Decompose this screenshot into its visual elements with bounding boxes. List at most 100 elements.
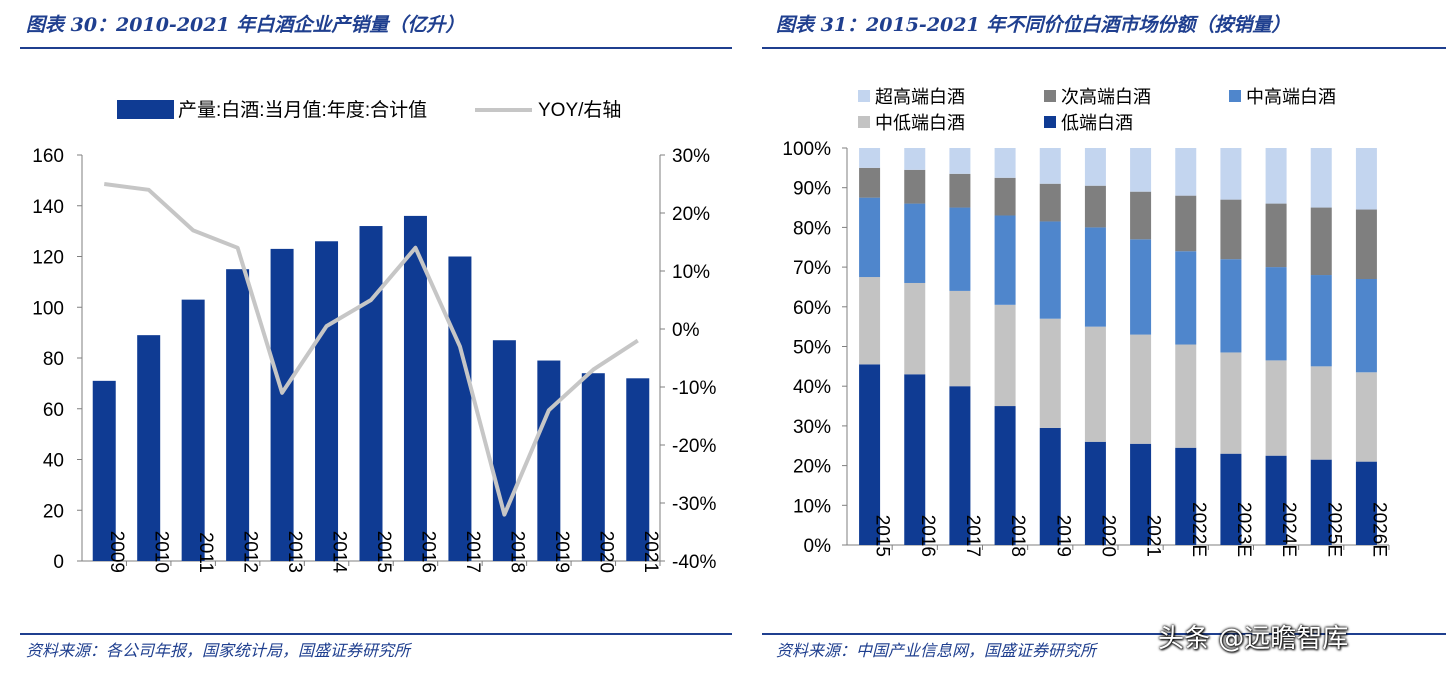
segment-2026E-2 — [1355, 279, 1377, 373]
segment-2025E-2 — [1310, 275, 1332, 367]
x-tick-label: 2019 — [551, 531, 572, 573]
segment-2018-0 — [994, 406, 1016, 545]
x-tick-label: 2022E — [1188, 502, 1209, 557]
legend-label-3: 次高端白酒 — [1061, 87, 1151, 107]
x-tick-label: 2016 — [917, 515, 938, 557]
segment-2016-4 — [904, 148, 926, 170]
bar-2021 — [626, 378, 650, 561]
left-y-tick-label: 40 — [43, 451, 64, 472]
y-tick-label: 30% — [793, 417, 831, 438]
segment-2025E-0 — [1310, 459, 1332, 545]
y-tick-label: 50% — [793, 338, 831, 359]
left-y-tick-label: 100 — [32, 298, 64, 319]
legend-label-4: 超高端白酒 — [875, 87, 965, 107]
legend-label-1: 中低端白酒 — [875, 113, 965, 133]
segment-2018-2 — [994, 215, 1016, 305]
x-tick-label: 2020 — [595, 531, 616, 573]
segment-2024E-0 — [1265, 455, 1287, 545]
right-chart-title: 图表 31：2015-2021 年不同价位白酒市场份额（按销量） — [776, 14, 1291, 36]
segment-2015-0 — [859, 364, 881, 545]
legend-swatch-4 — [858, 90, 870, 102]
right-y-tick-label: -30% — [672, 494, 716, 515]
segment-2015-3 — [859, 167, 881, 198]
bar-2012 — [226, 269, 250, 561]
segment-2020-2 — [1084, 227, 1106, 327]
segment-2023E-2 — [1220, 259, 1242, 353]
segment-2017-2 — [949, 207, 971, 291]
right-y-tick-label: 10% — [672, 262, 710, 283]
y-tick-label: 20% — [793, 457, 831, 478]
y-tick-label: 80% — [793, 218, 831, 239]
left-y-tick-label: 0 — [53, 552, 64, 573]
left-y-tick-label: 120 — [32, 248, 64, 269]
segment-2024E-4 — [1265, 148, 1287, 204]
segment-2015-1 — [859, 277, 881, 365]
segment-2020-0 — [1084, 441, 1106, 545]
segment-2023E-0 — [1220, 453, 1242, 545]
right-source: 资料来源：中国产业信息网，国盛证券研究所 — [776, 641, 1097, 660]
y-tick-label: 60% — [793, 298, 831, 319]
segment-2020-3 — [1084, 185, 1106, 228]
segment-2024E-1 — [1265, 360, 1287, 456]
segment-2026E-3 — [1355, 209, 1377, 280]
segment-2017-3 — [949, 173, 971, 208]
segment-2019-1 — [1039, 318, 1061, 428]
right-y-tick-label: 30% — [672, 146, 710, 167]
bar-2018 — [492, 340, 516, 561]
right-title-rule — [762, 47, 1446, 49]
x-tick-label: 2013 — [284, 531, 305, 573]
segment-2026E-4 — [1355, 148, 1377, 210]
segment-2021-2 — [1130, 239, 1152, 335]
x-tick-label: 2020 — [1097, 515, 1118, 557]
left-source-rule — [20, 633, 732, 635]
left-y-tick-label: 160 — [32, 146, 64, 167]
x-tick-label: 2014 — [329, 531, 350, 574]
legend-swatch-3 — [1044, 90, 1056, 102]
x-tick-label: 2011 — [195, 532, 216, 573]
segment-2025E-1 — [1310, 366, 1332, 460]
segment-2025E-3 — [1310, 207, 1332, 276]
segment-2023E-1 — [1220, 352, 1242, 454]
segment-2020-1 — [1084, 326, 1106, 442]
x-tick-label: 2021 — [640, 531, 661, 573]
segment-2021-3 — [1130, 191, 1152, 240]
left-y-tick-label: 80 — [43, 349, 64, 370]
segment-2017-1 — [949, 290, 971, 387]
segment-2016-0 — [904, 374, 926, 545]
bar-2015 — [359, 226, 383, 562]
y-tick-label: 90% — [793, 179, 831, 200]
segment-2021-4 — [1130, 148, 1152, 192]
left-y-tick-label: 60 — [43, 400, 64, 421]
segment-2015-4 — [859, 148, 881, 168]
segment-2016-2 — [904, 203, 926, 283]
x-tick-label: 2018 — [506, 531, 527, 573]
segment-2019-0 — [1039, 427, 1061, 545]
x-tick-label: 2016 — [417, 531, 438, 573]
y-tick-label: 70% — [793, 258, 831, 279]
segment-2021-0 — [1130, 443, 1152, 545]
segment-2019-3 — [1039, 183, 1061, 222]
x-tick-label: 2018 — [1007, 515, 1028, 557]
left-chart-title: 图表 30：2010-2021 年白酒企业产销量（亿升） — [26, 14, 465, 36]
bar-2016 — [403, 215, 427, 561]
x-tick-label: 2017 — [962, 515, 983, 557]
y-tick-label: 10% — [793, 496, 831, 517]
bar-2013 — [270, 248, 294, 561]
yoy-line — [103, 182, 639, 517]
legend-bar-swatch — [117, 100, 174, 119]
segment-2024E-3 — [1265, 203, 1287, 268]
segment-2026E-1 — [1355, 372, 1377, 462]
legend-swatch-0 — [1044, 116, 1056, 128]
right-y-tick-label: 0% — [672, 320, 700, 341]
segment-2022E-2 — [1175, 251, 1197, 345]
legend-bar-label: 产量:白酒:当月值:年度:合计值 — [178, 99, 427, 121]
legend-line-label: YOY/右轴 — [538, 99, 621, 121]
left-title-rule — [20, 47, 732, 49]
segment-2022E-3 — [1175, 195, 1197, 252]
x-tick-label: 2015 — [872, 515, 893, 557]
bar-2010 — [137, 335, 161, 561]
legend-label-2: 中高端白酒 — [1246, 87, 1336, 107]
legend-swatch-1 — [858, 116, 870, 128]
segment-2017-0 — [949, 386, 971, 545]
